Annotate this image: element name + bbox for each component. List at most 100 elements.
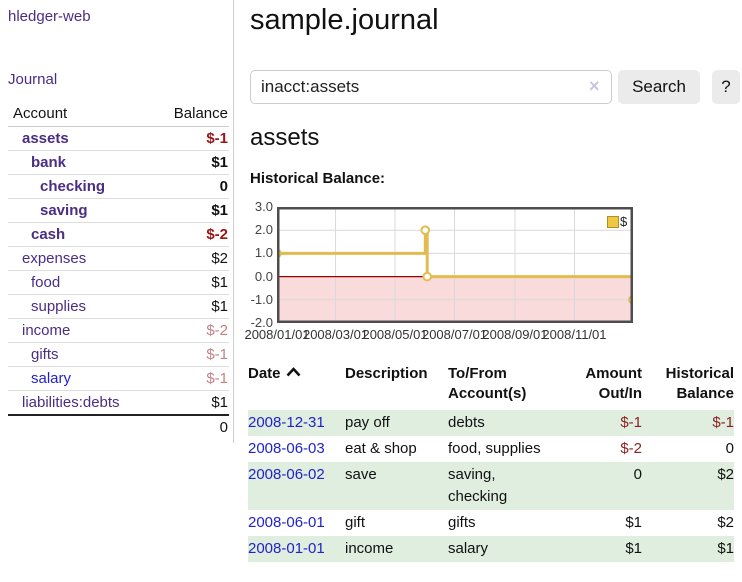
transaction-amount: $-1	[550, 410, 642, 436]
transaction-date-link[interactable]: 2008-01-01	[248, 540, 325, 557]
brand-link[interactable]: hledger-web	[8, 8, 91, 25]
chart-legend: $	[607, 214, 627, 229]
search-button[interactable]: Search	[618, 70, 700, 104]
x-axis-tick-label: 2008/03/01	[302, 327, 369, 342]
account-row: supplies $1	[8, 294, 229, 319]
register-col-to-from-account-s-: To/From Account(s)	[448, 365, 527, 402]
search-clear-icon[interactable]: ×	[589, 76, 600, 96]
transaction-balance: $2	[717, 514, 734, 531]
x-axis-tick-label: 2008/01/01	[244, 327, 310, 342]
account-link[interactable]: expenses	[22, 250, 87, 267]
account-balance: $-2	[151, 222, 229, 247]
transaction-date-link[interactable]: 2008-12-31	[248, 414, 325, 431]
account-link[interactable]: supplies	[31, 298, 87, 315]
x-axis-tick-label: 2008/11/01	[542, 327, 607, 342]
register-table-body: 2008-12-31 pay off debts $-1 $-1 2008-06-03 ea…	[248, 410, 734, 562]
account-link[interactable]: food	[31, 274, 61, 291]
page-title: sample.journal	[250, 4, 439, 36]
transaction-accounts: gifts	[448, 514, 476, 531]
register-row: 2008-06-02 save saving, checking 0 $2	[248, 462, 734, 510]
sidebar-divider	[233, 0, 234, 443]
account-link[interactable]: liabilities:debts	[22, 394, 120, 411]
historical-balance-chart: $ 3.0 2.0 1.0 0.0 -1.0 -2.0 2008/01/01 2008/03/…	[244, 200, 742, 352]
transaction-amount: 0	[550, 462, 642, 510]
y-axis-tick-label: -2.0	[250, 315, 273, 330]
transaction-balance: $-1	[642, 410, 734, 436]
help-button[interactable]: ?	[712, 70, 740, 104]
account-row: checking 0	[8, 174, 229, 199]
account-balance: $-1	[151, 126, 229, 151]
account-balance: $1	[151, 270, 229, 295]
register-header-row: Date Description To/From Account(s) Amount …	[248, 360, 734, 410]
account-link[interactable]: cash	[31, 226, 66, 243]
transaction-balance: $1	[642, 536, 734, 562]
account-row: saving $1	[8, 198, 229, 223]
account-balance: $1	[151, 150, 229, 175]
account-balance: $-1	[151, 366, 229, 391]
transaction-balance: $2	[642, 462, 734, 510]
register-row: 2008-06-03 eat & shop food, supplies $-2 0	[248, 436, 734, 462]
transaction-accounts: debts	[448, 410, 550, 436]
accounts-col-balance: Balance	[151, 102, 229, 127]
account-link[interactable]: gifts	[31, 346, 59, 363]
accounts-total-balance: 0	[151, 414, 229, 439]
account-link[interactable]: saving	[40, 202, 88, 219]
account-link[interactable]: assets	[22, 130, 69, 147]
register-col-amount-out-in: Amount Out/In	[585, 365, 642, 402]
account-row: salary $-1	[8, 366, 229, 391]
x-axis-tick-label: 2008/05/01	[362, 327, 428, 342]
account-link[interactable]: bank	[31, 154, 67, 171]
transaction-amount: $1	[550, 536, 642, 562]
account-link[interactable]: salary	[31, 370, 72, 387]
account-balance: $-2	[151, 318, 229, 343]
account-row: cash $-2	[8, 222, 229, 247]
accounts-table-body: assets $-1 bank $1 checking 0 saving $1 cash $-2 e…	[8, 126, 229, 439]
account-link[interactable]: checking	[40, 178, 106, 195]
transaction-accounts: food, supplies	[448, 440, 541, 457]
transaction-accounts: salary	[448, 536, 550, 562]
chart-label: Historical Balance:	[250, 170, 386, 187]
chart-plot-area	[277, 207, 633, 323]
account-row: expenses $2	[8, 246, 229, 271]
transaction-date-link[interactable]: 2008-06-03	[248, 440, 325, 457]
transaction-amount: $-2	[620, 440, 642, 457]
account-balance: $-1	[151, 342, 229, 367]
transaction-date-link[interactable]: 2008-06-02	[248, 466, 325, 483]
y-axis-tick-label: 0.0	[254, 268, 273, 284]
account-balance: $1	[151, 294, 229, 319]
account-row: income $-2	[8, 318, 229, 343]
register-row: 2008-01-01 income salary $1 $1	[248, 536, 734, 562]
data-point	[420, 225, 431, 236]
sidebar-item-journal[interactable]: Journal	[8, 71, 58, 88]
x-axis-tick-label: 2008/07/01	[421, 327, 488, 342]
account-heading: assets	[250, 124, 320, 151]
legend-label: $	[620, 214, 628, 229]
account-link[interactable]: income	[22, 322, 71, 339]
accounts-total-row: 0	[8, 414, 229, 439]
y-axis-tick-label: 2.0	[254, 222, 273, 238]
y-axis-tick-label: 1.0	[254, 245, 273, 261]
transaction-date-link[interactable]: 2008-06-01	[248, 514, 325, 531]
transaction-balance: 0	[725, 440, 734, 457]
y-axis-tick-label: 3.0	[254, 199, 273, 214]
register-col-historical-balance: Historical Balance	[665, 365, 734, 402]
legend-swatch-icon	[607, 215, 619, 228]
account-balance: $2	[151, 246, 229, 271]
y-axis-tick-label: -1.0	[250, 291, 273, 307]
account-balance: 0	[151, 174, 229, 199]
transaction-description: gift	[345, 514, 366, 531]
search-input[interactable]	[250, 70, 612, 104]
account-row: food $1	[8, 270, 229, 295]
register-col-date[interactable]: Date	[248, 360, 345, 410]
register-col-description: Description	[345, 365, 428, 382]
transaction-description: pay off	[345, 410, 448, 436]
transaction-accounts: saving, checking	[448, 462, 550, 510]
register-row: 2008-06-01 gift gifts $1 $2	[248, 510, 734, 536]
transaction-description: eat & shop	[345, 440, 417, 457]
accounts-col-account: Account	[8, 102, 152, 127]
data-point	[422, 271, 433, 282]
accounts-table-header: Account Balance	[8, 102, 229, 127]
account-row: gifts $-1	[8, 342, 229, 367]
register-row: 2008-12-31 pay off debts $-1 $-1	[248, 410, 734, 436]
